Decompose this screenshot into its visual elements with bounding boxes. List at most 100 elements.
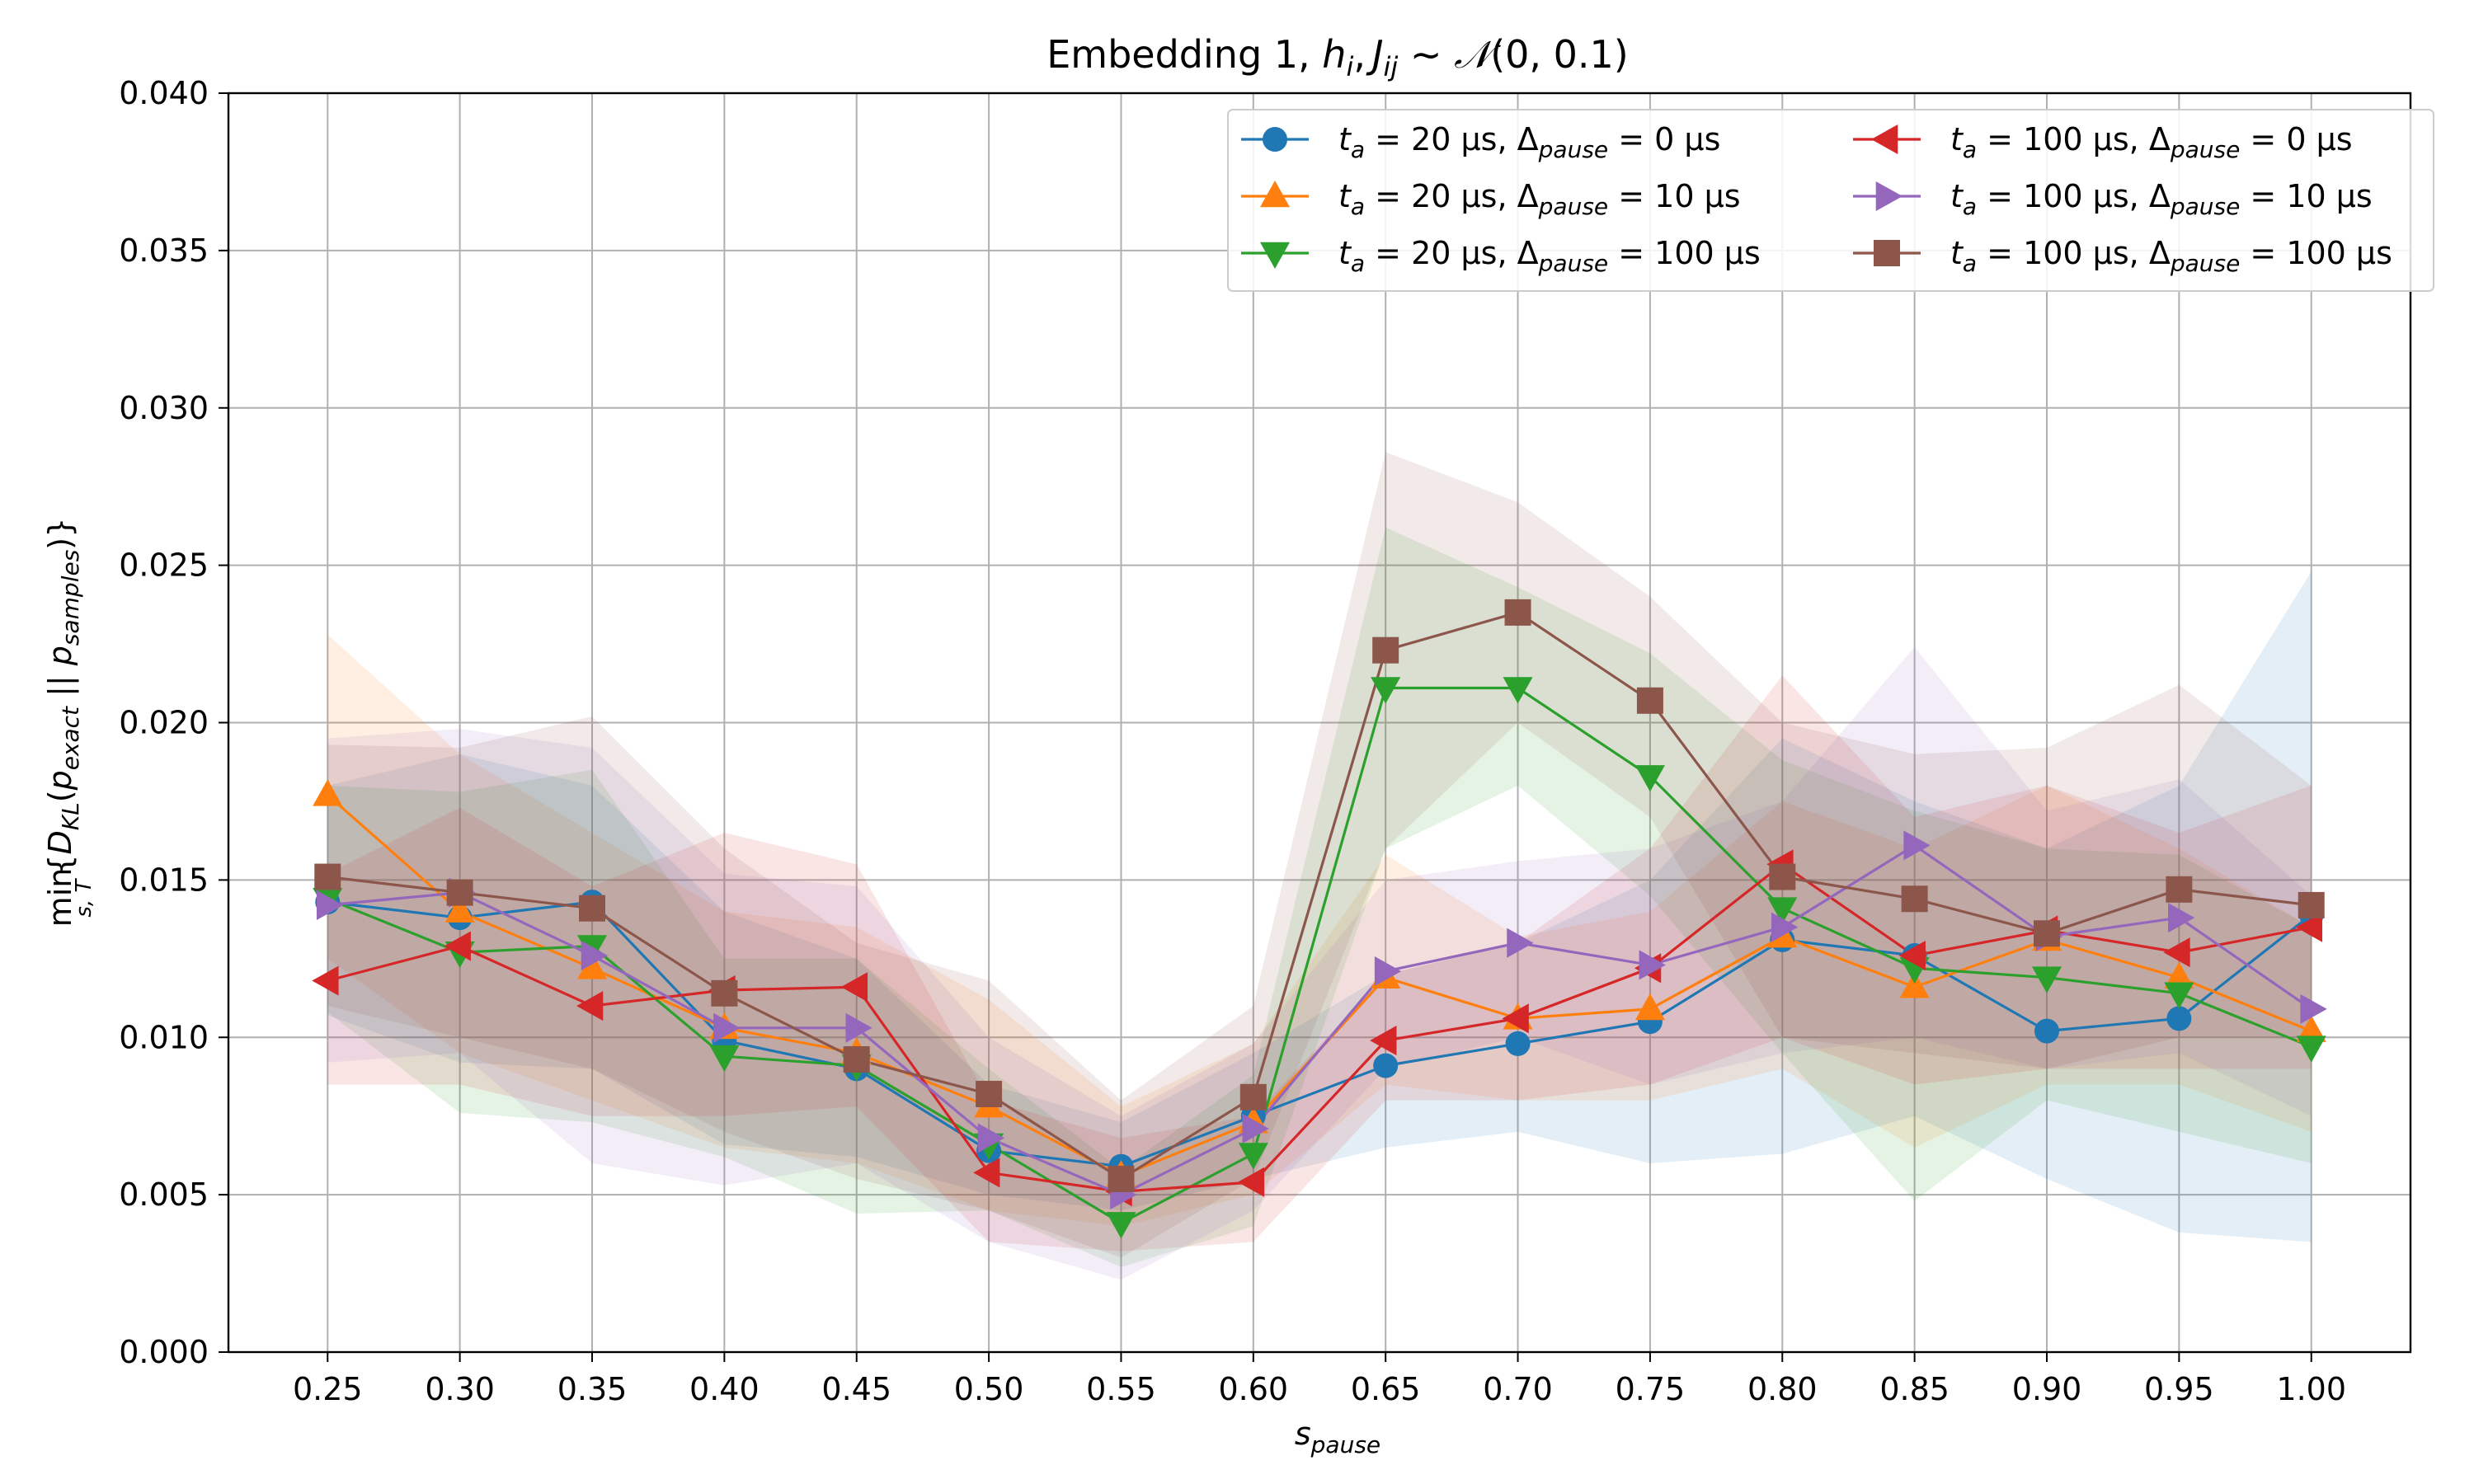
series-3-point bbox=[1503, 677, 1533, 704]
series-5-point bbox=[977, 1123, 1005, 1153]
series-6-point bbox=[1372, 636, 1399, 664]
series-5-point bbox=[2300, 993, 2327, 1024]
legend-marker bbox=[1263, 127, 1287, 152]
x-tick-label: 0.25 bbox=[293, 1371, 363, 1407]
legend: ta = 20 μs, Δpause = 0 μs ta = 20 μs, Δpa… bbox=[1227, 109, 2434, 292]
series-5-point bbox=[1639, 950, 1666, 980]
legend-marker bbox=[1259, 242, 1291, 269]
series-3-point bbox=[1634, 765, 1665, 792]
series-3-point bbox=[2296, 1036, 2326, 1063]
x-tick-label: 0.80 bbox=[1747, 1371, 1818, 1407]
series-6-point bbox=[1901, 885, 1928, 913]
series-6-point bbox=[579, 895, 605, 922]
series-4-point bbox=[576, 991, 604, 1021]
series-5-line bbox=[327, 843, 2312, 1196]
series-3-point bbox=[2164, 982, 2194, 1009]
series-6-band bbox=[327, 452, 2312, 1258]
x-tick-label: 0.95 bbox=[2144, 1371, 2214, 1407]
series-6-point bbox=[2166, 876, 2193, 903]
series-2-band bbox=[327, 634, 2312, 1227]
legend-label: ta = 20 μs, Δpause = 0 μs bbox=[1338, 121, 1720, 163]
legend-box bbox=[1227, 109, 2434, 292]
series-5-point bbox=[1507, 928, 1534, 958]
legend-item: ta = 100 μs, Δpause = 0 μs bbox=[1853, 121, 2353, 163]
legend-label: ta = 100 μs, Δpause = 0 μs bbox=[1950, 121, 2353, 163]
series-6-point bbox=[2298, 891, 2325, 918]
x-tick-label: 0.60 bbox=[1219, 1371, 1289, 1407]
series-6-point bbox=[2034, 920, 2060, 947]
legend-item: ta = 20 μs, Δpause = 0 μs bbox=[1241, 121, 1720, 163]
series-2-point bbox=[1634, 993, 1665, 1021]
x-tick-label: 0.85 bbox=[1879, 1371, 1950, 1407]
series-3-point bbox=[709, 1045, 740, 1073]
series-5-point bbox=[713, 1012, 741, 1043]
series-5-point bbox=[1771, 912, 1799, 942]
series-2-point bbox=[576, 952, 608, 979]
series-2-point bbox=[444, 895, 475, 923]
chart-title: Embedding 1, hi, Jij ~ 𝒩(0, 0.1) bbox=[1047, 32, 1629, 82]
x-tick-label: 0.75 bbox=[1616, 1371, 1686, 1407]
y-tick-label: 0.020 bbox=[119, 705, 209, 741]
series-6-line bbox=[327, 611, 2312, 1181]
series-2-point bbox=[2296, 1015, 2326, 1042]
x-tick-label: 0.50 bbox=[954, 1371, 1024, 1407]
series-6-point bbox=[1108, 1166, 1135, 1193]
series-6-point bbox=[1504, 599, 1531, 626]
y-tick-label: 0.010 bbox=[119, 1019, 209, 1055]
legend-label: ta = 100 μs, Δpause = 100 μs bbox=[1950, 235, 2392, 277]
x-tick-label: 0.55 bbox=[1086, 1371, 1156, 1407]
series-4-point bbox=[2295, 912, 2323, 942]
series-2-point bbox=[313, 779, 343, 806]
series-6-point bbox=[843, 1045, 870, 1073]
x-axis-ticks: 0.25 0.30 0.35 0.40 0.45 0.50 0.55 0.60 0.65 0.70… bbox=[293, 1352, 2346, 1407]
x-axis-label: spause bbox=[1295, 1416, 1380, 1458]
series-1-point bbox=[2034, 1018, 2059, 1044]
y-tick-label: 0.025 bbox=[119, 547, 209, 584]
series-6-point bbox=[314, 863, 341, 890]
x-tick-label: 0.40 bbox=[689, 1371, 760, 1407]
series-6-point bbox=[1769, 863, 1796, 890]
series-4-point bbox=[973, 1158, 1000, 1188]
y-axis-label: mins, T{DKL(pexact || psamples)} bbox=[42, 518, 96, 928]
y-tick-label: 0.005 bbox=[119, 1176, 209, 1213]
legend-item: ta = 20 μs, Δpause = 100 μs bbox=[1241, 235, 1761, 277]
confidence-bands bbox=[327, 452, 2312, 1280]
series-4-point bbox=[312, 965, 339, 996]
y-tick-label: 0.000 bbox=[119, 1334, 209, 1370]
series-4-band bbox=[327, 675, 2312, 1252]
x-tick-label: 0.35 bbox=[557, 1371, 628, 1407]
legend-marker bbox=[1875, 181, 1903, 212]
legend-item: ta = 100 μs, Δpause = 10 μs bbox=[1853, 178, 2373, 220]
series-4-point bbox=[2163, 937, 2190, 968]
series-5-band bbox=[327, 646, 2312, 1280]
series-4-point bbox=[840, 972, 868, 1003]
series-4-point bbox=[444, 931, 471, 961]
series-5-point bbox=[845, 1012, 872, 1043]
series-4-point bbox=[1502, 1003, 1529, 1034]
series-4-point bbox=[1370, 1026, 1397, 1056]
series-5-point bbox=[316, 890, 344, 920]
series-5-point bbox=[1374, 956, 1402, 987]
legend-item: ta = 20 μs, Δpause = 10 μs bbox=[1241, 178, 1741, 220]
y-tick-label: 0.035 bbox=[119, 232, 209, 269]
series-lines bbox=[327, 611, 2312, 1225]
legend-item: ta = 100 μs, Δpause = 100 μs bbox=[1853, 235, 2392, 277]
series-3-point bbox=[1238, 1143, 1268, 1170]
series-1-point bbox=[1373, 1053, 1399, 1078]
series-4-point bbox=[1898, 940, 1926, 971]
series-4-point bbox=[1237, 1167, 1265, 1197]
y-axis-ticks: 0.000 0.005 0.010 0.015 0.020 0.025 0.030 0.035… bbox=[119, 75, 228, 1370]
series-1-point bbox=[2166, 1006, 2192, 1031]
series-3-point bbox=[1767, 897, 1798, 924]
series-6-point bbox=[1239, 1083, 1267, 1111]
series-markers bbox=[312, 599, 2327, 1239]
series-2-point bbox=[1899, 971, 1930, 998]
series-3-point bbox=[1106, 1212, 1136, 1239]
series-3-line bbox=[327, 686, 2312, 1225]
series-1-line bbox=[327, 900, 2312, 1168]
x-tick-label: 1.00 bbox=[2276, 1371, 2346, 1407]
legend-label: ta = 100 μs, Δpause = 10 μs bbox=[1950, 178, 2373, 220]
x-tick-label: 0.70 bbox=[1483, 1371, 1553, 1407]
x-tick-label: 0.90 bbox=[2012, 1371, 2082, 1407]
